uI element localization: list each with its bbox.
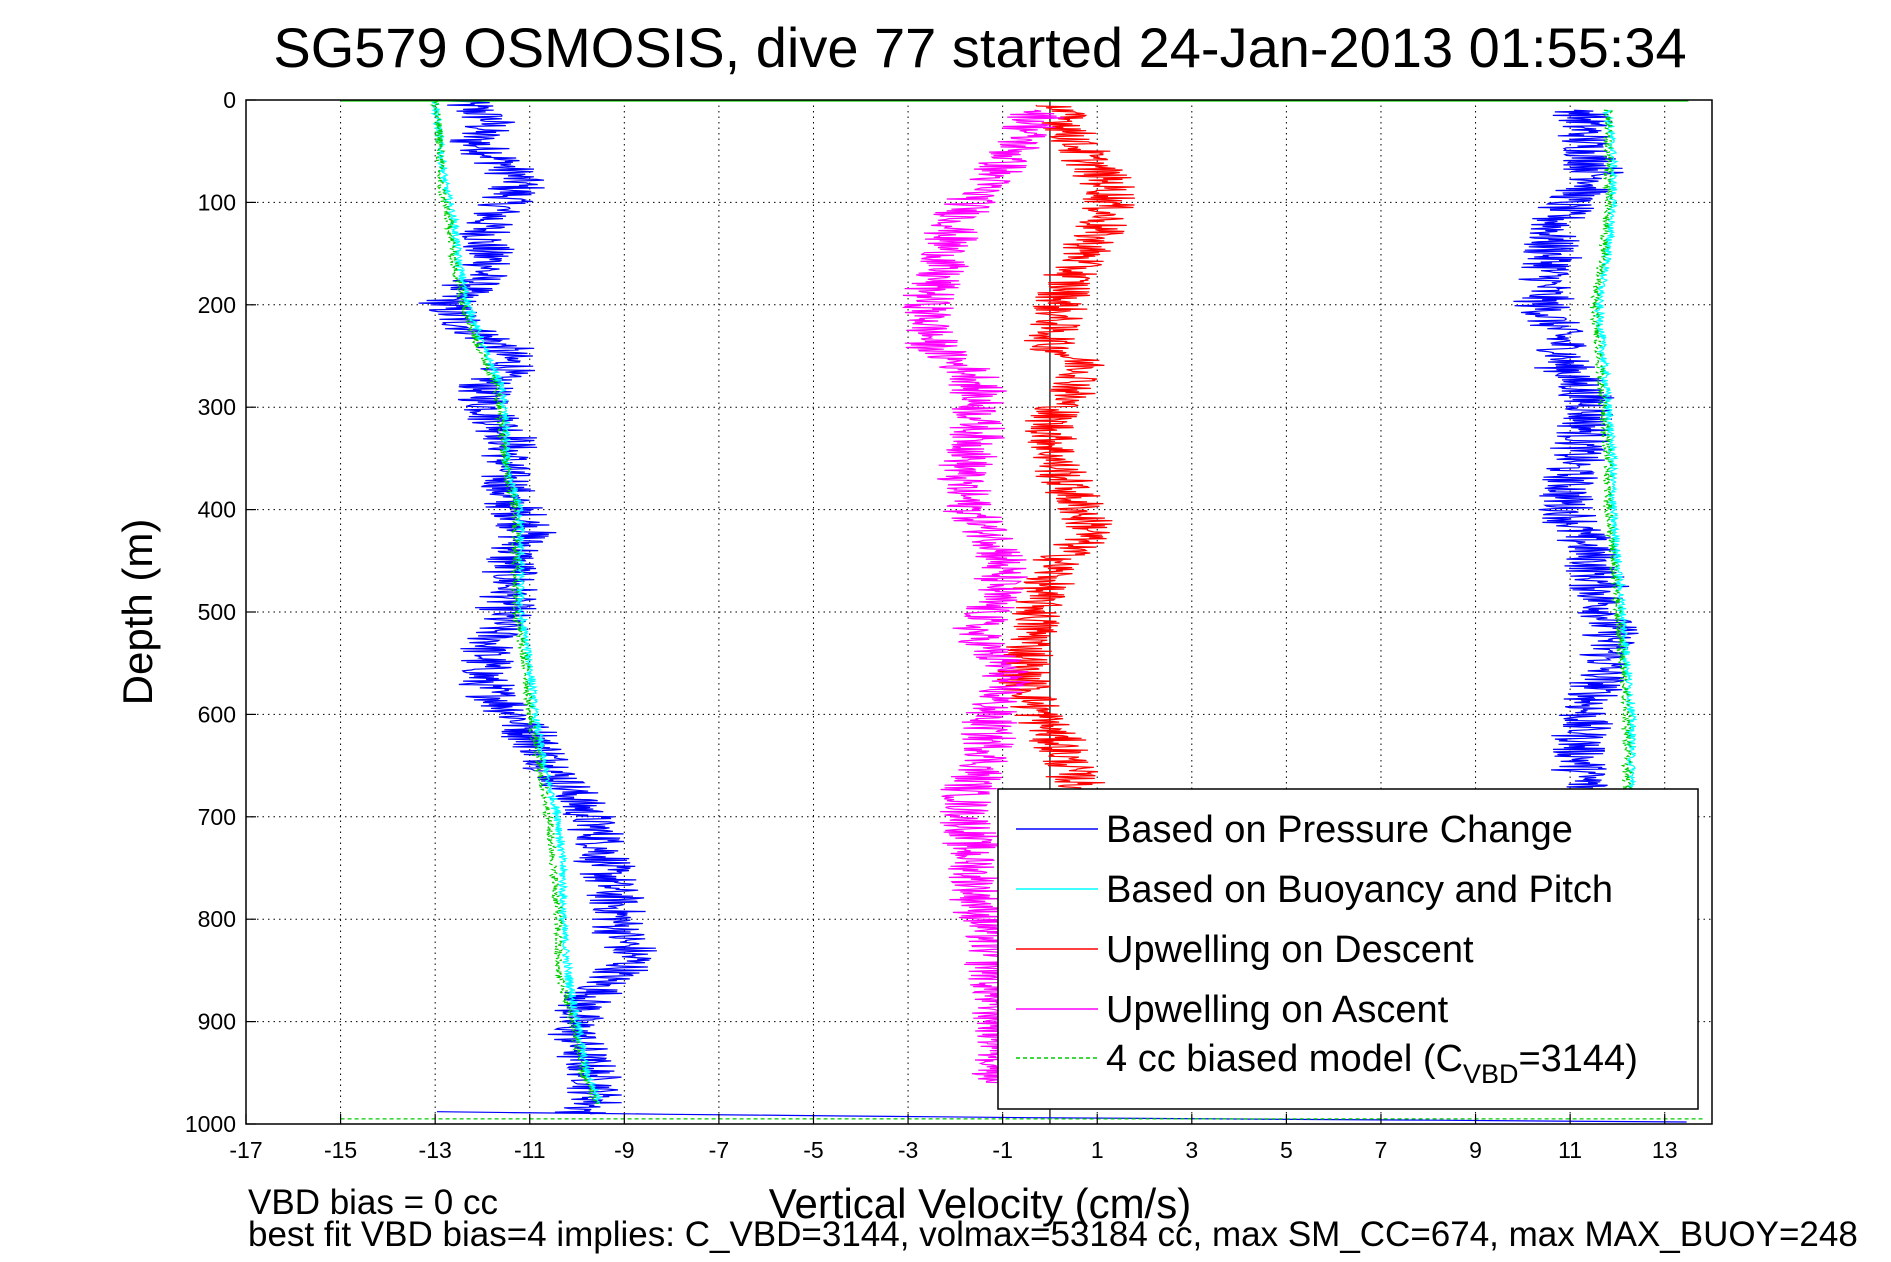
legend-label-upwelling-on-descent: Upwelling on Descent xyxy=(1106,929,1474,971)
series-line-4-cc-biased-model-c-1 xyxy=(1589,109,1634,797)
vbd-bias-note: VBD bias = 0 cc xyxy=(248,1183,498,1222)
y-tick-label: 700 xyxy=(198,804,236,830)
best-fit-note: best fit VBD bias=4 implies: C_VBD=3144,… xyxy=(248,1215,1858,1254)
legend-label-based-on-pressure-change: Based on Pressure Change xyxy=(1106,809,1573,851)
y-tick-label: 300 xyxy=(198,394,236,420)
x-tick-label: -15 xyxy=(324,1137,357,1163)
x-tick-label: -7 xyxy=(709,1137,729,1163)
series-line-based-on-pressure-change-0 xyxy=(418,100,657,1115)
series-layer xyxy=(340,100,1703,1124)
y-tick-label: 1000 xyxy=(185,1111,236,1137)
x-tick-label: 9 xyxy=(1469,1137,1482,1163)
legend-label-based-on-buoyancy-and-pitch: Based on Buoyancy and Pitch xyxy=(1106,869,1613,911)
series-line-based-on-pressure-change-2 xyxy=(436,1111,1687,1123)
x-tick-label: -17 xyxy=(229,1137,262,1163)
y-tick-label: 800 xyxy=(198,906,236,932)
series-line-based-on-buoyancy-and-pitch-1 xyxy=(1593,109,1638,797)
y-axis-label: Depth (m) xyxy=(114,519,161,706)
y-tick-label: 0 xyxy=(223,87,236,113)
y-tick-label: 400 xyxy=(198,497,236,523)
x-axis-label: Vertical Velocity (cm/s) xyxy=(769,1180,1191,1227)
x-tick-label: -5 xyxy=(803,1137,823,1163)
x-tick-label: 13 xyxy=(1652,1137,1678,1163)
legend-label-upwelling-on-ascent: Upwelling on Ascent xyxy=(1106,989,1449,1031)
y-tick-label: 600 xyxy=(198,701,236,727)
x-tick-label: 7 xyxy=(1375,1137,1388,1163)
x-tick-label: -13 xyxy=(419,1137,452,1163)
y-tick-label: 200 xyxy=(198,292,236,318)
chart-title: SG579 OSMOSIS, dive 77 started 24-Jan-20… xyxy=(273,16,1686,79)
series-line-based-on-buoyancy-and-pitch-0 xyxy=(430,100,603,1105)
y-tick-label: 100 xyxy=(198,189,236,215)
x-tick-label: 5 xyxy=(1280,1137,1293,1163)
legend-label-4-cc-biased-model-c: 4 cc biased model (CVBD=3144) xyxy=(1106,1038,1638,1089)
x-tick-label: -3 xyxy=(898,1137,918,1163)
y-tick-label: 500 xyxy=(198,599,236,625)
x-tick-label: -11 xyxy=(514,1137,546,1163)
legend: Based on Pressure Change Based on Buoyanc… xyxy=(997,788,1699,1110)
axis-ticks: -17 -15 -13 -11 -9 -7 -5 -3 -1 1 3 5 7 9 11 13010020030… xyxy=(185,87,1678,1163)
series-line-based-on-pressure-change-1 xyxy=(1513,109,1639,797)
y-tick-label: 900 xyxy=(198,1009,236,1035)
x-tick-label: 3 xyxy=(1185,1137,1198,1163)
x-tick-label: -9 xyxy=(614,1137,634,1163)
legend-box xyxy=(997,788,1699,1110)
x-tick-label: 11 xyxy=(1558,1137,1582,1163)
series-line-upwelling-on-ascent-0 xyxy=(901,109,1064,1084)
x-tick-label: 1 xyxy=(1091,1137,1104,1163)
series-line-4-cc-biased-model-c-0 xyxy=(429,100,601,1105)
x-tick-label: -1 xyxy=(992,1137,1012,1163)
